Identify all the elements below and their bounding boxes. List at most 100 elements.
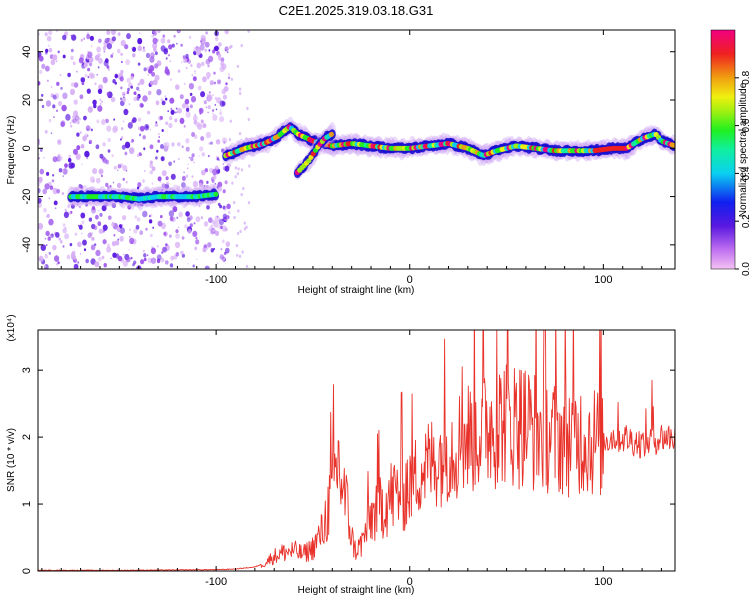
noise-speckle [69, 243, 73, 247]
noise-speckle [187, 262, 189, 265]
noise-speckle [227, 76, 231, 80]
noise-speckle [218, 218, 224, 226]
spectrogram-ytick-label: -20 [21, 189, 33, 205]
noise-speckle [93, 225, 98, 231]
noise-speckle [187, 229, 192, 234]
noise-speckle [222, 163, 225, 165]
noise-speckle [61, 192, 65, 195]
noise-speckle [62, 34, 67, 41]
snr-ytick-label: 1 [21, 501, 33, 507]
noise-speckle [101, 119, 106, 125]
noise-speckle [212, 109, 215, 112]
noise-speckle [175, 107, 178, 110]
noise-speckle [56, 189, 60, 194]
colorbar-gradient [710, 29, 736, 270]
noise-speckle [180, 43, 183, 47]
noise-speckle [165, 260, 169, 265]
noise-speckle [219, 116, 225, 123]
noise-speckle [79, 131, 82, 134]
noise-speckle [114, 73, 119, 79]
noise-speckle [99, 98, 102, 102]
noise-speckle [198, 182, 203, 188]
noise-speckle [73, 263, 79, 269]
noise-speckle [67, 157, 72, 163]
noise-speckle [192, 76, 197, 82]
noise-speckle [151, 166, 156, 172]
noise-speckle [158, 136, 160, 138]
noise-speckle [53, 116, 55, 118]
noise-speckle [219, 254, 224, 260]
noise-speckle [212, 112, 214, 115]
noise-speckle [209, 80, 214, 86]
noise-speckle [111, 241, 116, 247]
noise-speckle [247, 117, 250, 122]
noise-speckle [245, 137, 248, 141]
noise-speckle [105, 182, 109, 187]
noise-speckle [240, 168, 244, 172]
noise-speckle [56, 109, 58, 113]
snr-xlabel: Height of straight line (km) [298, 585, 415, 596]
noise-speckle [86, 157, 88, 160]
noise-speckle [98, 209, 100, 212]
noise-speckle [140, 125, 145, 132]
noise-speckle [183, 82, 186, 86]
noise-speckle [218, 56, 222, 61]
snr-series-line [38, 330, 675, 571]
noise-speckle [101, 100, 103, 103]
noise-speckle [156, 245, 159, 248]
noise-speckle [180, 250, 184, 255]
noise-speckle [70, 203, 75, 209]
noise-speckle [86, 88, 91, 94]
noise-speckle [87, 232, 92, 239]
noise-speckle [217, 262, 219, 265]
noise-speckle [85, 258, 89, 264]
noise-speckle [147, 254, 149, 257]
ridge-main-track [221, 116, 675, 167]
noise-speckle [225, 82, 228, 86]
noise-speckle [89, 35, 94, 41]
noise-speckle [121, 224, 124, 227]
noise-speckle [155, 121, 158, 124]
noise-speckle [92, 179, 95, 183]
noise-speckle [234, 166, 237, 170]
noise-speckle [125, 59, 131, 66]
noise-speckle [108, 215, 112, 220]
noise-speckle [157, 139, 160, 143]
spectrogram-ylabel: Frequency (Hz) [6, 116, 17, 185]
noise-speckle [193, 120, 198, 125]
noise-speckle [40, 148, 43, 152]
noise-speckle [43, 156, 46, 159]
noise-speckle [222, 205, 226, 210]
noise-speckle [167, 39, 171, 44]
noise-speckle [228, 138, 232, 142]
noise-speckle [98, 84, 103, 91]
noise-speckle [140, 153, 143, 156]
noise-speckles [38, 30, 251, 269]
noise-speckle [199, 44, 205, 51]
noise-speckle [91, 207, 96, 214]
noise-speckle [135, 224, 140, 230]
noise-speckle [175, 84, 180, 90]
snr-xtick-label: 0 [407, 576, 413, 588]
noise-speckle [219, 204, 223, 209]
noise-speckle [215, 36, 219, 41]
noise-speckle [106, 42, 112, 50]
noise-speckle [149, 128, 152, 131]
noise-speckle [71, 82, 75, 87]
noise-speckle [219, 66, 225, 73]
ridge-core [328, 131, 334, 137]
colorbar-tick-label: 0.8 [741, 70, 750, 84]
noise-speckle [70, 91, 74, 95]
noise-speckle [50, 59, 56, 66]
noise-speckle [240, 44, 243, 48]
noise-speckle [168, 44, 173, 50]
noise-speckle [238, 87, 242, 91]
noise-speckle [155, 100, 160, 106]
noise-speckle [94, 261, 100, 268]
noise-speckle [133, 228, 138, 234]
noise-speckle [72, 118, 77, 124]
noise-speckle [80, 38, 84, 42]
noise-speckle [195, 216, 201, 223]
noise-speckle [143, 257, 147, 262]
noise-speckle [216, 215, 219, 218]
